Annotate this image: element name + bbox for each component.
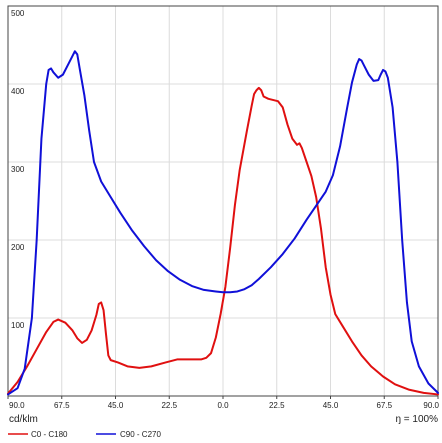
y-tick-label: 200 [11, 243, 25, 252]
x-tick-label: 22.5 [269, 401, 285, 410]
x-tick-label: 90.0 [423, 401, 439, 410]
legend-label-c90-c270: C90 - C270 [120, 430, 161, 439]
series-layer [7, 50, 439, 396]
y-tick-label: 500 [11, 9, 25, 18]
legend: C0 - C180 C90 - C270 [8, 430, 161, 439]
legend-label-c0-c180: C0 - C180 [31, 430, 68, 439]
y-axis-ticks: 100 200 300 400 500 [11, 9, 25, 330]
x-tick-label: 45.0 [323, 401, 339, 410]
x-axis-ticks: 90.0 67.5 45.0 22.5 0.0 22.5 45.0 67.5 90.0 [7, 396, 440, 410]
y-tick-label: 300 [11, 165, 25, 174]
x-tick-label: 45.0 [108, 401, 124, 410]
x-tick-label: 22.5 [161, 401, 177, 410]
series-line-c0-c180 [7, 86, 439, 396]
x-tick-label: 67.5 [54, 401, 70, 410]
x-tick-label: 90.0 [9, 401, 25, 410]
unit-label: cd/klm [9, 414, 38, 425]
x-tick-label: 0.0 [217, 401, 229, 410]
y-tick-label: 400 [11, 87, 25, 96]
efficiency-label: ŋ = 100% [395, 414, 438, 425]
x-tick-label: 67.5 [376, 401, 392, 410]
series-line-c90-c270 [7, 50, 439, 396]
y-tick-label: 100 [11, 321, 25, 330]
